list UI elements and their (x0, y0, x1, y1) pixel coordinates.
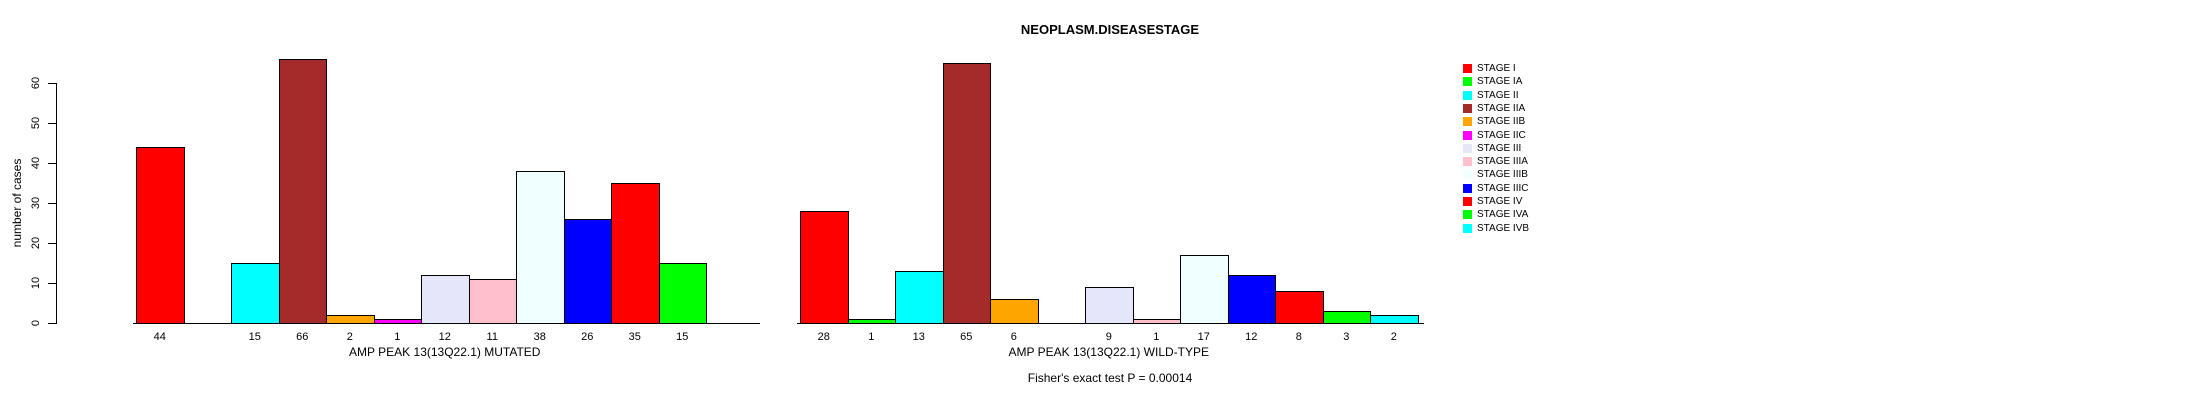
bar-value-label: 6 (1010, 331, 1017, 343)
legend-label: STAGE IVA (1477, 209, 1529, 221)
bar-stage-iv (611, 183, 660, 324)
bar-stage-i (800, 211, 849, 324)
bar-stage-ivb (1370, 315, 1419, 324)
bar-value-label: 2 (1390, 331, 1397, 343)
bar-stage-iia (278, 59, 327, 324)
legend-label: STAGE IIIC (1477, 182, 1529, 194)
bar-stage-iva (1322, 311, 1371, 324)
legend-swatch (1463, 103, 1472, 113)
y-tick-label: 10 (30, 276, 42, 290)
legend-swatch (1463, 197, 1472, 206)
y-tick-label: 0 (30, 319, 42, 327)
y-tick (48, 203, 56, 204)
bar-value-label: 17 (1197, 331, 1210, 343)
bar-stage-iii (1085, 287, 1134, 324)
bar-stage-iiib (516, 171, 565, 324)
y-axis-label: number of cases (10, 158, 24, 248)
x-axis-title: AMP PEAK 13(13Q22.1) MUTATED (349, 345, 541, 359)
y-tick (48, 243, 56, 244)
legend-label: STAGE III (1477, 142, 1522, 154)
bar-value-label: 8 (1295, 331, 1302, 343)
bar-value-label: 2 (346, 331, 353, 343)
bar-stage-ii (895, 271, 944, 324)
legend-swatch (1463, 170, 1472, 180)
legend-label: STAGE IA (1477, 76, 1523, 88)
legend-swatch (1463, 130, 1472, 140)
bar-value-label: 3 (1343, 331, 1350, 343)
y-axis-line (56, 83, 57, 324)
bar-value-label: 38 (533, 331, 546, 343)
bar-value-label: 66 (296, 331, 309, 343)
y-tick (48, 323, 56, 324)
legend-swatch (1463, 117, 1472, 127)
legend-label: STAGE IIB (1477, 116, 1526, 128)
bar-stage-iiib (1180, 255, 1229, 324)
bar-stage-i (136, 147, 185, 324)
bar-stage-iiia (468, 279, 517, 324)
legend-label: STAGE IIC (1477, 129, 1526, 141)
bar-value-label: 15 (676, 331, 689, 343)
bar-value-label: 12 (1245, 331, 1258, 343)
y-tick-label: 40 (30, 156, 42, 170)
y-tick-label: 20 (30, 236, 42, 250)
bar-value-label: 1 (1153, 331, 1160, 343)
bar-stage-iib (326, 315, 375, 324)
bar-value-label: 1 (868, 331, 875, 343)
bar-value-label: 15 (248, 331, 261, 343)
legend-label: STAGE IIIA (1477, 156, 1528, 168)
legend-swatch (1463, 77, 1472, 87)
bar-stage-iva (658, 263, 707, 324)
legend-label: STAGE IV (1477, 196, 1523, 207)
bar-stage-iib (990, 299, 1039, 324)
legend-swatch (1463, 143, 1472, 153)
legend-swatch (1463, 157, 1472, 167)
legend-swatch (1463, 90, 1472, 100)
bar-stage-iv (1275, 291, 1324, 324)
bar-value-label: 26 (581, 331, 594, 343)
bar-value-label: 44 (153, 331, 166, 343)
legend-label: STAGE IIA (1477, 102, 1526, 114)
bar-value-label: 65 (960, 331, 973, 343)
y-tick-label: 60 (30, 76, 42, 90)
legend-swatch (1463, 210, 1472, 220)
legend-label: STAGE IIIB (1477, 169, 1528, 181)
legend-swatch (1463, 223, 1472, 233)
bar-stage-ii (231, 263, 280, 324)
bar-stage-ia (847, 319, 896, 324)
bar-value-label: 12 (438, 331, 451, 343)
legend-swatch (1463, 64, 1472, 73)
bar-stage-iii (421, 275, 470, 324)
legend-label: STAGE I (1477, 63, 1516, 74)
y-tick-label: 30 (30, 196, 42, 210)
bar-value-label: 13 (912, 331, 925, 343)
y-tick (48, 283, 56, 284)
bar-value-label: 11 (486, 331, 498, 343)
legend-label: STAGE II (1477, 89, 1519, 101)
bar-value-label: 9 (1105, 331, 1112, 343)
y-tick (48, 123, 56, 124)
legend-swatch (1463, 183, 1472, 193)
bar-stage-iiic (1227, 275, 1276, 324)
bar-value-label: 35 (628, 331, 641, 343)
fisher-test-annotation: Fisher's exact test P = 0.00014 (1027, 371, 1193, 385)
legend-label: STAGE IVB (1477, 222, 1530, 234)
y-tick-label: 50 (30, 116, 42, 130)
bar-stage-iia (942, 63, 991, 324)
bar-stage-iiia (1132, 319, 1181, 324)
bar-stage-iic (373, 319, 422, 324)
x-axis-title: AMP PEAK 13(13Q22.1) WILD-TYPE (1008, 345, 1210, 359)
chart-title: NEOPLASM.DISEASESTAGE (1020, 22, 1200, 37)
bar-stage-iiic (563, 219, 612, 324)
bar-value-label: 28 (817, 331, 830, 343)
y-tick (48, 163, 56, 164)
bar-value-label: 1 (394, 331, 401, 343)
y-tick (48, 83, 56, 84)
